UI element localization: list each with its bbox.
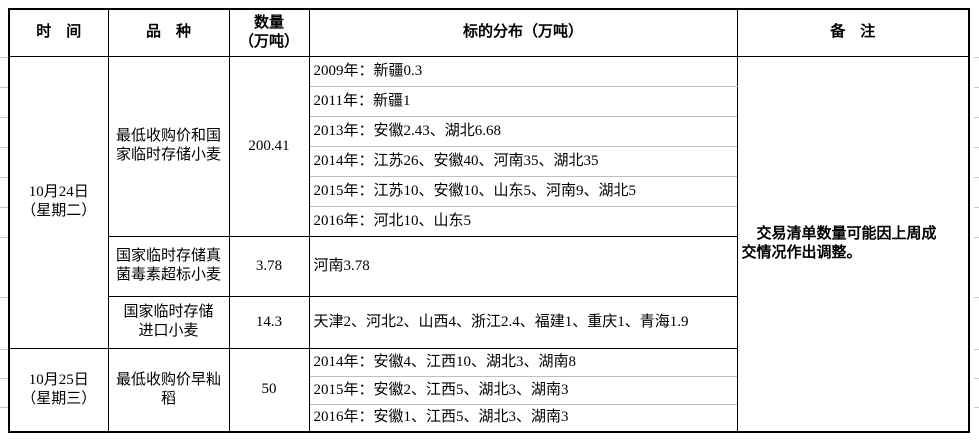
variety-cell-fungus-wheat: 国家临时存储真 菌毒素超标小麦 [107, 235, 230, 297]
gridline-stub [0, 177, 8, 178]
distribution-row: 10月24日 （星期二） 最低收购价和国 家临时存储小麦 200.41 2009… [8, 55, 970, 433]
header-cell-quantity: 数量 （万吨） [228, 8, 310, 57]
distribution-cell-2014: 2014年：江苏26、安徽40、河南35、湖北35 [308, 145, 738, 177]
gridline-stub [0, 57, 8, 58]
gridline-stub [0, 207, 8, 208]
quantity-cell-early-rice: 50 [228, 347, 310, 433]
distribution-cell-2009: 2009年：新疆0.3 [308, 55, 738, 87]
distribution-cell-2013: 2013年：安徽2.43、湖北6.68 [308, 115, 738, 147]
gridline-stub [0, 237, 8, 238]
gridline-stub [0, 378, 8, 379]
quantity-cell-imported-wheat: 14.3 [228, 295, 310, 349]
distribution-row: 国家临时存储真 菌毒素超标小麦 3.78 河南3.78 [9, 235, 969, 297]
variety-cell-minprice-wheat: 最低收购价和国 家临时存储小麦 [107, 55, 230, 237]
gridline-stub [974, 349, 979, 350]
distribution-cell-2015: 2015年：江苏10、安徽10、山东5、河南9、湖北5 [308, 175, 738, 207]
variety-cell-imported-wheat: 国家临时存储 进口小麦 [107, 295, 230, 349]
gridline-stub [974, 177, 979, 178]
gridline-stub [974, 57, 979, 58]
distribution-cell-rice-2015: 2015年：安徽2、江西5、湖北3、湖南3 [308, 375, 738, 405]
distribution-cell-imported: 天津2、河北2、山西4、浙江2.4、福建1、重庆1、青海1.9 [308, 295, 738, 349]
variety-cell-early-rice: 最低收购价早籼 稻 [107, 347, 230, 433]
distribution-row: 2016年：安徽1、江西5、湖北3、湖南3 [9, 403, 969, 433]
header-cell-variety: 品 种 [107, 8, 230, 57]
distribution-cell-2011: 2011年：新疆1 [308, 85, 738, 117]
time-cell-oct25: 10月25日 （星期三） [8, 347, 109, 433]
quantity-cell-minprice-wheat: 200.41 [228, 55, 310, 237]
distribution-cell-2016: 2016年：河北10、山东5 [308, 205, 738, 237]
gridline-stub [0, 407, 8, 408]
distribution-row: 2013年：安徽2.43、湖北6.68 [9, 115, 969, 147]
gridline-stub [974, 117, 979, 118]
header-cell-remark: 备 注 [736, 8, 970, 57]
distribution-cell-rice-2014: 2014年：安徽4、江西10、湖北3、湖南8 [308, 347, 738, 377]
header-row: 时 间 品 种 数量 （万吨） 标的分布（万吨） 备 注 [8, 8, 970, 57]
gridline-stub [0, 117, 8, 118]
distribution-cell-rice-2016: 2016年：安徽1、江西5、湖北3、湖南3 [308, 403, 738, 433]
distribution-row: 10月25日 （星期三） 最低收购价早籼 稻 50 2014年：安徽4、江西10… [8, 347, 969, 433]
remark-cell: 交易清单数量可能因上周成 交情况作出调整。 [736, 55, 970, 433]
gridline-stub [974, 147, 979, 148]
gridline-stub [974, 378, 979, 379]
gridline-stub [974, 237, 979, 238]
header-cell-time: 时 间 [8, 8, 109, 57]
gridline-stub [0, 147, 8, 148]
gridline-stub [974, 407, 979, 408]
gridline-stub [974, 207, 979, 208]
quantity-cell-fungus-wheat: 3.78 [228, 235, 310, 297]
time-cell-oct24: 10月24日 （星期二） [8, 55, 109, 349]
gridline-stub [974, 87, 979, 88]
distribution-row: 2015年：江苏10、安徽10、山东5、河南9、湖北5 [9, 175, 969, 207]
distribution-cell-henan: 河南3.78 [308, 235, 738, 297]
auction-table: 时 间 品 种 数量 （万吨） 标的分布（万吨） 备 注 10月24日 （星期二… [8, 8, 970, 433]
distribution-row: 2011年：新疆1 [9, 85, 969, 117]
distribution-row: 2016年：河北10、山东5 [9, 205, 969, 237]
gridline-stub [0, 349, 8, 350]
gridline-stub [974, 297, 979, 298]
header-cell-distribution: 标的分布（万吨） [308, 8, 738, 57]
gridline-stub [0, 297, 8, 298]
gridline-stub [0, 87, 8, 88]
